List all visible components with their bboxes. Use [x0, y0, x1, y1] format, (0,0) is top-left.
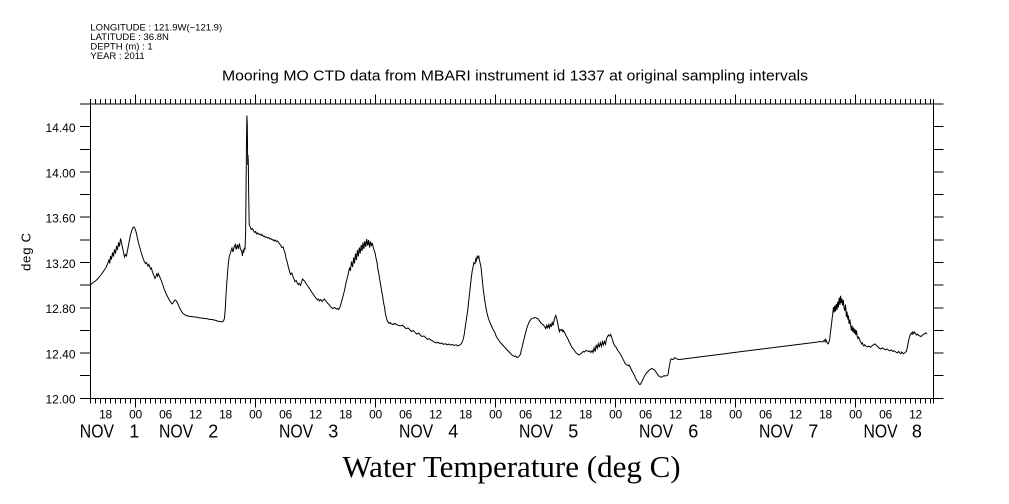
- svg-text:00: 00: [129, 408, 142, 422]
- svg-text:13.60: 13.60: [45, 212, 75, 226]
- svg-text:NOV: NOV: [159, 422, 193, 442]
- svg-text:00: 00: [369, 408, 382, 422]
- svg-text:YEAR : 2011: YEAR : 2011: [90, 51, 144, 62]
- svg-text:DEPTH (m) : 1: DEPTH (m) : 1: [90, 42, 152, 53]
- svg-text:3: 3: [328, 422, 338, 442]
- svg-text:5: 5: [568, 422, 578, 442]
- svg-text:NOV: NOV: [759, 422, 793, 442]
- svg-text:LONGITUDE : 121.9W(−121.9): LONGITUDE : 121.9W(−121.9): [90, 23, 222, 34]
- svg-text:12.00: 12.00: [45, 393, 75, 407]
- svg-text:12: 12: [549, 408, 562, 422]
- svg-text:12: 12: [189, 408, 202, 422]
- svg-text:deg C: deg C: [19, 232, 34, 271]
- svg-text:00: 00: [249, 408, 262, 422]
- svg-text:18: 18: [339, 408, 352, 422]
- svg-text:Mooring MO CTD data from MBARI: Mooring MO CTD data from MBARI instrumen…: [222, 67, 808, 84]
- svg-text:NOV: NOV: [399, 422, 433, 442]
- svg-text:6: 6: [688, 422, 698, 442]
- svg-text:12.40: 12.40: [45, 347, 75, 361]
- svg-text:18: 18: [579, 408, 592, 422]
- svg-text:2: 2: [208, 422, 218, 442]
- svg-text:12: 12: [669, 408, 682, 422]
- svg-text:8: 8: [912, 422, 922, 442]
- svg-text:NOV: NOV: [279, 422, 313, 442]
- svg-text:06: 06: [879, 408, 892, 422]
- svg-text:NOV: NOV: [864, 422, 898, 442]
- svg-text:06: 06: [759, 408, 772, 422]
- svg-text:06: 06: [399, 408, 412, 422]
- svg-text:06: 06: [519, 408, 532, 422]
- svg-text:00: 00: [729, 408, 742, 422]
- svg-text:13.20: 13.20: [45, 257, 75, 271]
- svg-text:06: 06: [639, 408, 652, 422]
- svg-text:Water Temperature (deg C): Water Temperature (deg C): [342, 449, 680, 484]
- svg-text:7: 7: [808, 422, 818, 442]
- svg-text:18: 18: [219, 408, 232, 422]
- svg-text:1: 1: [129, 422, 139, 442]
- svg-text:06: 06: [159, 408, 172, 422]
- svg-text:4: 4: [448, 422, 458, 442]
- svg-text:18: 18: [819, 408, 832, 422]
- svg-text:12: 12: [789, 408, 802, 422]
- svg-text:12: 12: [309, 408, 322, 422]
- svg-text:12: 12: [909, 408, 922, 422]
- svg-text:12: 12: [429, 408, 442, 422]
- svg-text:12.80: 12.80: [45, 302, 75, 316]
- svg-text:18: 18: [699, 408, 712, 422]
- svg-text:00: 00: [849, 408, 862, 422]
- svg-text:14.00: 14.00: [45, 166, 75, 180]
- svg-text:NOV: NOV: [639, 422, 673, 442]
- svg-text:06: 06: [279, 408, 292, 422]
- svg-text:00: 00: [609, 408, 622, 422]
- svg-text:NOV: NOV: [80, 422, 114, 442]
- svg-text:18: 18: [459, 408, 472, 422]
- svg-text:00: 00: [489, 408, 502, 422]
- svg-text:NOV: NOV: [519, 422, 553, 442]
- svg-text:LATITUDE : 36.8N: LATITUDE : 36.8N: [90, 32, 169, 43]
- svg-text:18: 18: [99, 408, 112, 422]
- svg-text:14.40: 14.40: [45, 121, 75, 135]
